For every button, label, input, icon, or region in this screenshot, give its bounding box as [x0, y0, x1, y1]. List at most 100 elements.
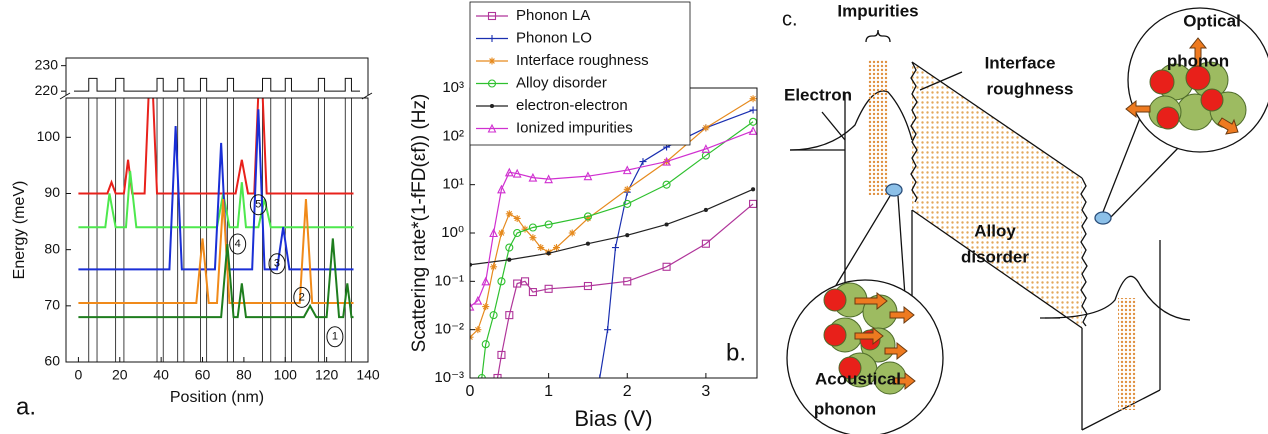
- y-tick-label: 10⁻²: [434, 321, 464, 338]
- marker: [528, 288, 537, 297]
- y-tick-label: 90: [44, 184, 60, 200]
- series-line: [78, 199, 354, 305]
- interface-right: [1080, 177, 1088, 327]
- marker: [622, 165, 632, 175]
- x-tick-label: 3: [701, 383, 710, 400]
- optical-label: Optical: [1183, 11, 1241, 30]
- y-tick-label: 80: [44, 240, 60, 256]
- panel-label: b.: [726, 339, 746, 366]
- y-tick-label: 10⁰: [441, 224, 464, 241]
- right-wavefunction: [1044, 275, 1191, 321]
- marker: [703, 207, 708, 212]
- marker: [625, 233, 630, 238]
- y-tick-label: 100: [37, 128, 61, 144]
- y-axis-title: Energy (meV): [11, 181, 28, 280]
- marker: [504, 167, 514, 177]
- optical-atoms: [1125, 37, 1247, 135]
- x-axis-title: Bias (V): [574, 406, 652, 431]
- marker: [751, 187, 756, 192]
- marker: [505, 243, 514, 252]
- series-line: [481, 121, 754, 378]
- connector: [831, 117, 1181, 297]
- impurity-strip: [868, 60, 888, 195]
- marker: [505, 311, 514, 320]
- roughness-label: Interface: [985, 53, 1056, 72]
- marker: [520, 277, 530, 286]
- axis-break: [59, 92, 373, 100]
- marker: [513, 214, 521, 222]
- series-line: [78, 109, 354, 271]
- x-tick-label: 100: [274, 367, 298, 383]
- optical-label: phonon: [1167, 51, 1229, 70]
- x-tick-label: 40: [153, 367, 169, 383]
- marker: [596, 374, 604, 378]
- marker: [482, 303, 490, 311]
- electron: [1094, 211, 1112, 225]
- marker: [585, 241, 590, 246]
- diagram: c. Impurities Interface roughness Electr…: [782, 1, 1268, 434]
- legend-label: Phonon LO: [516, 29, 592, 46]
- marker: [583, 212, 592, 221]
- x-axis-title: Position (nm): [170, 389, 264, 406]
- impurity-strip: [1118, 298, 1136, 410]
- alloy-region: [912, 62, 1082, 328]
- annotation-circle: [229, 233, 247, 255]
- marker: [583, 171, 593, 181]
- marker: [489, 103, 495, 109]
- marker: [497, 229, 505, 237]
- acoustical-label: Acoustical: [815, 369, 901, 388]
- alloy-label: disorder: [961, 247, 1029, 266]
- marker: [513, 228, 522, 238]
- alloy-label: Alloy: [974, 221, 1016, 240]
- series-line: [78, 170, 354, 229]
- marker: [487, 79, 497, 88]
- marker: [507, 257, 512, 262]
- series-line: [599, 109, 754, 378]
- marker: [639, 158, 647, 166]
- marker: [662, 262, 671, 271]
- upper-frame: [65, 57, 369, 95]
- marker: [664, 222, 669, 227]
- acoustical-atoms: [823, 282, 916, 395]
- legend-label: Interface roughness: [516, 52, 649, 69]
- x-tick-label: 0: [75, 367, 83, 383]
- marker: [623, 277, 632, 286]
- marker: [584, 214, 592, 222]
- annotation: 3: [274, 258, 280, 270]
- series-line: [470, 130, 754, 308]
- marker: [611, 244, 619, 252]
- marker: [493, 373, 502, 378]
- marker: [749, 95, 757, 103]
- legend-label: Ionized impurities: [516, 119, 633, 136]
- marker: [474, 326, 482, 334]
- x-tick-label: 140: [356, 367, 380, 383]
- marker: [604, 326, 612, 334]
- marker: [497, 277, 506, 286]
- marker: [662, 156, 671, 166]
- marker: [568, 229, 576, 237]
- x-tick-label: 60: [195, 367, 211, 383]
- marker: [481, 276, 491, 286]
- y-tick-label: 10⁻³: [434, 369, 464, 386]
- y-tick-label: 230: [35, 56, 59, 72]
- x-tick-label: 20: [112, 367, 128, 383]
- marker: [701, 239, 710, 248]
- y-tick-label: 220: [35, 82, 59, 98]
- marker: [528, 223, 537, 232]
- series-line: [496, 203, 754, 378]
- marker: [487, 123, 497, 133]
- panel-label: c.: [782, 8, 798, 30]
- legend-label: Alloy disorder: [516, 74, 607, 91]
- plot: [78, 98, 354, 362]
- roughness-pointer: [919, 71, 963, 91]
- marker: [473, 295, 483, 305]
- marker: [623, 185, 631, 193]
- marker: [748, 126, 757, 135]
- annotation-circle: [249, 194, 267, 216]
- marker: [497, 350, 506, 359]
- marker: [544, 220, 553, 229]
- marker: [583, 281, 592, 291]
- marker: [489, 311, 498, 320]
- x-tick-label: 80: [236, 367, 252, 383]
- marker: [623, 199, 632, 208]
